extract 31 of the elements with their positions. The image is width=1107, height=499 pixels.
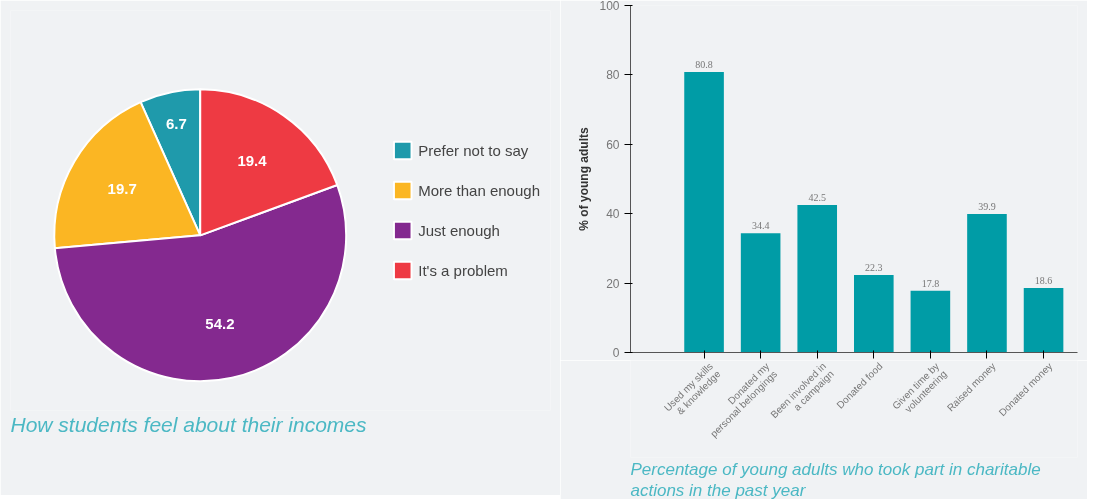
bar: [910, 290, 951, 353]
bar: [1023, 287, 1064, 353]
y-tick-label: 80: [606, 68, 620, 83]
data-label: 54.2: [205, 314, 235, 332]
data-label: 42.5: [808, 192, 826, 204]
bar: [967, 214, 1007, 353]
y-tick-label: 20: [606, 276, 620, 291]
data-label: 39.9: [978, 201, 996, 213]
y-tick-label: 60: [606, 137, 620, 152]
data-label: 6.7: [166, 114, 187, 132]
legend-label: Just enough: [418, 221, 500, 239]
text: How students feel about their incomes: [10, 412, 368, 436]
legend-label: More than enough: [418, 181, 540, 199]
data-label: 19.4: [237, 152, 268, 170]
bar: [854, 275, 894, 353]
legend-label: It's a problem: [418, 261, 508, 279]
y-axis-title: % of young adults: [577, 127, 592, 231]
y-tick-label: 40: [606, 207, 620, 222]
text: Percentage of young adults who took part in charitable actions in the past year: [630, 459, 1041, 499]
legend-label: Prefer not to say: [418, 141, 529, 159]
y-tick-label: 0: [612, 346, 620, 360]
data-label: 22.3: [865, 262, 883, 274]
y-tick-label: 100: [599, 0, 620, 13]
bar: [740, 233, 781, 353]
data-label: 34.4: [751, 220, 770, 232]
bar: [684, 72, 724, 353]
data-label: 18.6: [1034, 274, 1053, 286]
data-label: 80.8: [695, 59, 713, 71]
bar: [797, 205, 838, 353]
data-label: 19.7: [107, 180, 137, 198]
data-label: 17.8: [921, 277, 940, 289]
